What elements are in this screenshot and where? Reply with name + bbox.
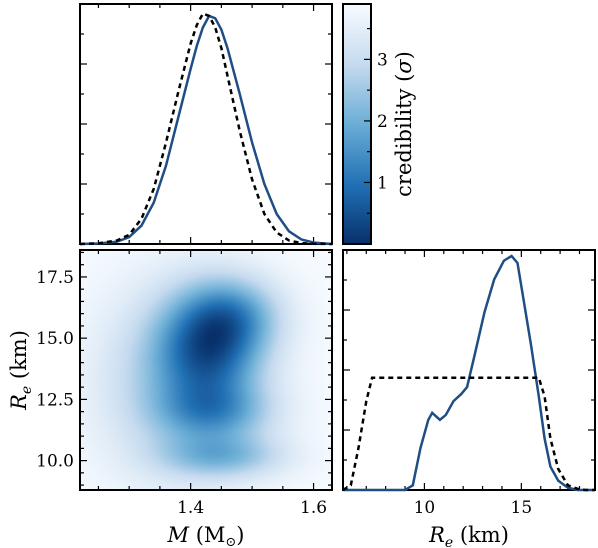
mass-marginal-panel [79, 3, 333, 246]
colorbar: 1 2 3 credibility (σ) [342, 3, 416, 245]
radius-posterior-curve [343, 254, 595, 492]
mass-prior-curve [79, 12, 333, 246]
radius-marginal-panel: 10 15 Re (km) [342, 249, 596, 548]
radius-axis-label: Re (km) [7, 330, 35, 411]
radius-tick-label: 17.5 [36, 268, 74, 288]
radius-prior-curve [342, 376, 595, 492]
radius-tick-label: 12.5 [36, 390, 74, 410]
radius-marginal-tick-label: 15 [511, 498, 533, 518]
colorbar-tick-label: 1 [377, 173, 388, 193]
colorbar-tick-label: 3 [377, 50, 388, 70]
mass-marginal-ticks [80, 4, 332, 244]
joint-density-heatmap [80, 250, 332, 490]
mass-axis-label: M (M⊙) [167, 523, 245, 548]
radius-tick-label: 10.0 [36, 452, 74, 472]
colorbar-gradient [343, 4, 371, 244]
colorbar-ticks: 1 2 3 [364, 28, 388, 214]
radius-marginal-frame [342, 249, 596, 491]
mass-tick-label: 1.6 [300, 498, 327, 518]
radius-marginal-tick-label: 10 [414, 498, 436, 518]
mass-marginal-frame [79, 3, 333, 245]
joint-density-frame [79, 249, 333, 491]
radius-marginal-ticks: 10 15 [343, 250, 595, 518]
joint-density-ticks: 1.4 1.6 10.0 12.5 15.0 17.5 [36, 250, 332, 518]
colorbar-label: credibility (σ) [392, 51, 416, 197]
radius-tick-label: 15.0 [36, 329, 74, 349]
colorbar-frame [342, 3, 372, 245]
radius-x-axis-label: Re (km) [428, 523, 509, 548]
joint-density-panel: 1.4 1.6 10.0 12.5 15.0 17.5 M (M⊙) Re (km) [7, 249, 333, 548]
mass-tick-label: 1.4 [177, 498, 204, 518]
mass-posterior-curve [79, 14, 333, 246]
colorbar-tick-label: 2 [377, 112, 388, 132]
